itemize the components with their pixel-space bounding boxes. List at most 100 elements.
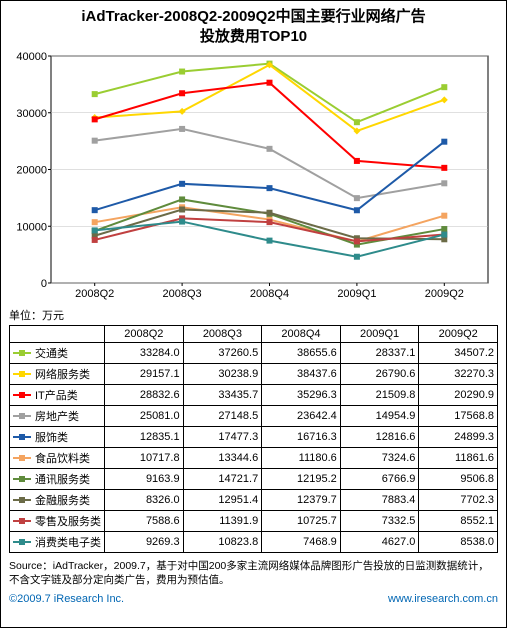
table-cell: 28832.6 bbox=[105, 385, 184, 406]
legend-swatch-icon bbox=[13, 457, 31, 459]
series-name: 通讯服务类 bbox=[35, 471, 90, 487]
series-name: 零售及服务类 bbox=[35, 513, 101, 529]
table-cell: 7702.3 bbox=[419, 490, 498, 511]
title-line-1: iAdTracker-2008Q2-2009Q2中国主要行业网络广告 bbox=[81, 8, 425, 25]
table-cell: 32270.3 bbox=[419, 364, 498, 385]
svg-text:0: 0 bbox=[41, 278, 47, 290]
table-cell: 7588.6 bbox=[105, 511, 184, 532]
table-cell: 12379.7 bbox=[262, 490, 341, 511]
series-legend-cell: 消费类电子类 bbox=[10, 532, 105, 553]
series-name: 网络服务类 bbox=[35, 366, 90, 382]
series-legend-cell: 服饰类 bbox=[10, 427, 105, 448]
table-cell: 10717.8 bbox=[105, 448, 184, 469]
table-row: 金融服务类8326.012951.412379.77883.47702.3 bbox=[10, 490, 498, 511]
table-cell: 12835.1 bbox=[105, 427, 184, 448]
legend-swatch-icon bbox=[13, 436, 31, 438]
table-cell: 23642.4 bbox=[262, 406, 341, 427]
table-cell: 4627.0 bbox=[340, 532, 419, 553]
table-cell: 38437.6 bbox=[262, 364, 341, 385]
table-cell: 24899.3 bbox=[419, 427, 498, 448]
table-cell: 33284.0 bbox=[105, 343, 184, 364]
table-cell: 11861.6 bbox=[419, 448, 498, 469]
table-cell: 21509.8 bbox=[340, 385, 419, 406]
table-cell: 10823.8 bbox=[183, 532, 262, 553]
table-row: 交通类33284.037260.538655.628337.134507.2 bbox=[10, 343, 498, 364]
svg-text:2008Q2: 2008Q2 bbox=[75, 288, 114, 300]
table-cell: 26790.6 bbox=[340, 364, 419, 385]
table-row: 网络服务类29157.130238.938437.626790.632270.3 bbox=[10, 364, 498, 385]
site-url: www.iresearch.com.cn bbox=[388, 593, 498, 605]
table-cell: 25081.0 bbox=[105, 406, 184, 427]
table-cell: 8538.0 bbox=[419, 532, 498, 553]
table-cell: 17568.8 bbox=[419, 406, 498, 427]
table-cell: 35296.3 bbox=[262, 385, 341, 406]
table-cell: 8552.1 bbox=[419, 511, 498, 532]
data-table: 2008Q22008Q32008Q42009Q12009Q2 交通类33284.… bbox=[9, 325, 498, 553]
table-cell: 8326.0 bbox=[105, 490, 184, 511]
svg-text:40000: 40000 bbox=[16, 51, 47, 63]
series-legend-cell: 交通类 bbox=[10, 343, 105, 364]
legend-swatch-icon bbox=[13, 352, 31, 354]
table-cell: 12816.6 bbox=[340, 427, 419, 448]
table-cell: 10725.7 bbox=[262, 511, 341, 532]
copyright: ©2009.7 iResearch Inc. bbox=[9, 593, 124, 605]
table-cell: 9163.9 bbox=[105, 469, 184, 490]
table-col-header: 2008Q3 bbox=[183, 326, 262, 343]
series-legend-cell: IT产品类 bbox=[10, 385, 105, 406]
table-row: 消费类电子类9269.310823.87468.94627.08538.0 bbox=[10, 532, 498, 553]
series-name: 服饰类 bbox=[35, 429, 68, 445]
table-col-header: 2008Q2 bbox=[105, 326, 184, 343]
series-legend-cell: 零售及服务类 bbox=[10, 511, 105, 532]
table-row: 房地产类25081.027148.523642.414954.917568.8 bbox=[10, 406, 498, 427]
table-cell: 14721.7 bbox=[183, 469, 262, 490]
table-cell: 12951.4 bbox=[183, 490, 262, 511]
svg-text:10000: 10000 bbox=[16, 221, 47, 233]
table-cell: 7883.4 bbox=[340, 490, 419, 511]
unit-label: 单位：万元 bbox=[9, 307, 498, 323]
svg-text:2009Q2: 2009Q2 bbox=[425, 288, 464, 300]
table-row: 服饰类12835.117477.316716.312816.624899.3 bbox=[10, 427, 498, 448]
legend-swatch-icon bbox=[13, 520, 31, 522]
legend-swatch-icon bbox=[13, 499, 31, 501]
table-cell: 38655.6 bbox=[262, 343, 341, 364]
legend-swatch-icon bbox=[13, 394, 31, 396]
table-col-header: 2009Q2 bbox=[419, 326, 498, 343]
table-row: 通讯服务类9163.914721.712195.26766.99506.8 bbox=[10, 469, 498, 490]
table-cell: 16716.3 bbox=[262, 427, 341, 448]
table-cell: 37260.5 bbox=[183, 343, 262, 364]
table-cell: 33435.7 bbox=[183, 385, 262, 406]
table-cell: 13344.6 bbox=[183, 448, 262, 469]
chart-title: iAdTracker-2008Q2-2009Q2中国主要行业网络广告 投放费用T… bbox=[9, 7, 498, 46]
series-legend-cell: 房地产类 bbox=[10, 406, 105, 427]
table-header-row: 2008Q22008Q32008Q42009Q12009Q2 bbox=[10, 326, 498, 343]
table-cell: 7332.5 bbox=[340, 511, 419, 532]
table-cell: 9269.3 bbox=[105, 532, 184, 553]
svg-text:2008Q4: 2008Q4 bbox=[250, 288, 289, 300]
table-row: IT产品类 28832.633435.735296.321509.820290.9 bbox=[10, 385, 498, 406]
table-row: 零售及服务类7588.611391.910725.77332.58552.1 bbox=[10, 511, 498, 532]
legend-swatch-icon bbox=[13, 415, 31, 417]
table-cell: 9506.8 bbox=[419, 469, 498, 490]
table-cell: 7468.9 bbox=[262, 532, 341, 553]
series-name: 消费类电子类 bbox=[35, 534, 101, 550]
table-cell: 6766.9 bbox=[340, 469, 419, 490]
chart-svg: 0100002000030000400002008Q22008Q32008Q42… bbox=[9, 50, 498, 305]
series-legend-cell: 食品饮料类 bbox=[10, 448, 105, 469]
table-cell: 11391.9 bbox=[183, 511, 262, 532]
report-frame: iAdTracker-2008Q2-2009Q2中国主要行业网络广告 投放费用T… bbox=[0, 0, 507, 628]
series-name: IT产品类 bbox=[35, 387, 78, 403]
source-note: Source：iAdTracker，2009.7，基于对中国200多家主流网络媒… bbox=[9, 559, 498, 587]
legend-swatch-icon bbox=[13, 478, 31, 480]
legend-swatch-icon bbox=[13, 373, 31, 375]
legend-swatch-icon bbox=[13, 541, 31, 543]
table-body: 交通类33284.037260.538655.628337.134507.2网络… bbox=[10, 343, 498, 553]
table-cell: 34507.2 bbox=[419, 343, 498, 364]
svg-text:30000: 30000 bbox=[16, 108, 47, 120]
table-cell: 28337.1 bbox=[340, 343, 419, 364]
table-cell: 11180.6 bbox=[262, 448, 341, 469]
svg-text:20000: 20000 bbox=[16, 165, 47, 177]
table-cell: 7324.6 bbox=[340, 448, 419, 469]
table-cell: 20290.9 bbox=[419, 385, 498, 406]
table-col-header: 2008Q4 bbox=[262, 326, 341, 343]
series-legend-cell: 金融服务类 bbox=[10, 490, 105, 511]
